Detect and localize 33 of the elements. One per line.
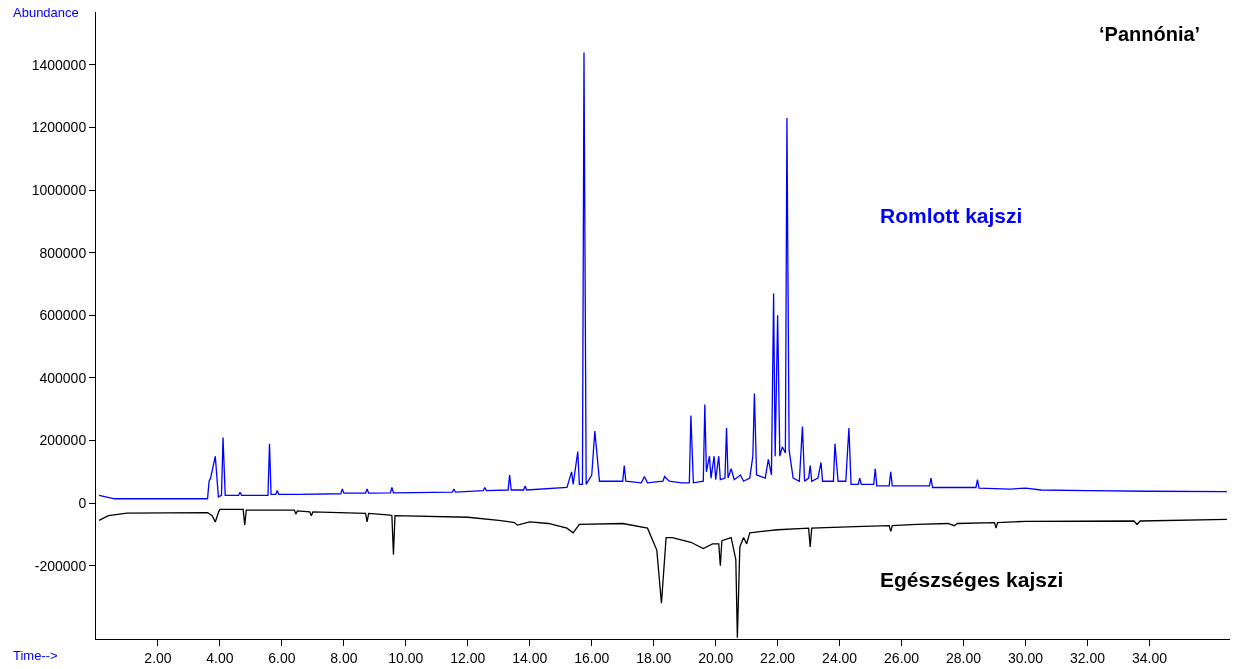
x-tick-label: 12.00 — [450, 649, 486, 666]
y-tick-label: 1000000 — [31, 182, 87, 199]
x-tick-label: 22.00 — [760, 649, 796, 666]
x-tick-label: 14.00 — [512, 649, 548, 666]
y-tick-label: 600000 — [39, 307, 87, 324]
line-series — [98, 51, 1228, 500]
x-tick-label: 20.00 — [698, 649, 734, 666]
x-tick-label: 16.00 — [574, 649, 610, 666]
y-tick-label: 200000 — [39, 432, 87, 449]
y-axis-title: Abundance — [13, 5, 79, 20]
y-tick-label: 1400000 — [31, 56, 87, 73]
x-tick-label: 32.00 — [1069, 649, 1106, 666]
y-tick-label: 800000 — [39, 244, 87, 261]
y-tick-label: 1200000 — [31, 119, 87, 136]
x-tick-label: 4.00 — [206, 649, 234, 666]
x-tick-label: 24.00 — [822, 649, 858, 666]
y-tick-label: -200000 — [34, 557, 87, 574]
x-tick-label: 34.00 — [1131, 649, 1168, 666]
x-tick-label: 30.00 — [1007, 649, 1044, 666]
y-tick-label: 0 — [78, 495, 87, 512]
x-tick-label: 28.00 — [946, 649, 982, 666]
x-tick-label: 6.00 — [268, 649, 296, 666]
x-tick-label: 26.00 — [884, 649, 920, 666]
x-tick-label: 2.00 — [144, 649, 172, 666]
y-tick-label: 400000 — [39, 369, 87, 386]
text: ‘Pannónia’ — [1099, 23, 1201, 45]
line-series — [98, 508, 1228, 639]
text: Romlott kajszi — [880, 204, 1023, 227]
x-tick-label: 18.00 — [636, 649, 672, 666]
x-tick-label: 8.00 — [330, 649, 358, 666]
series-label: Egészséges kajszi — [880, 568, 1064, 591]
x-axis-title: Time--> — [13, 648, 58, 663]
x-tick-label: 10.00 — [388, 649, 424, 666]
